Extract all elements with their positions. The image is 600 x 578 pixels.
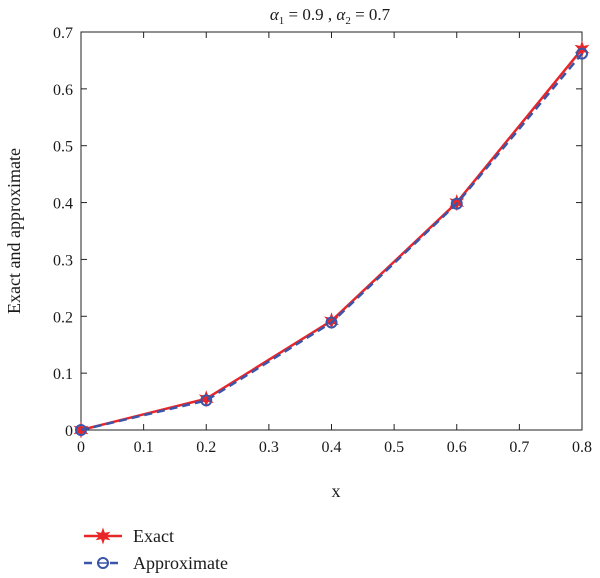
legend-marker-star [95,527,111,545]
x-tick-label: 0.6 [447,439,467,456]
data-point-approximate [450,197,463,210]
y-tick-label: 0.4 [53,196,73,213]
data-point-approximate [75,424,87,436]
legend-label-exact: Exact [133,526,174,546]
legend-entry-exact: Exact [84,526,174,546]
data-point-approximate [325,316,338,329]
x-tick-label: 0.5 [384,439,404,456]
legend-label-approximate: Approximate [133,553,228,573]
x-tick-label: 0.3 [259,439,279,456]
data-point-approximate [576,47,588,60]
y-tick-label: 0.3 [53,252,73,269]
x-tick-label: 0.2 [196,439,216,456]
x-tick-label: 0.8 [572,439,592,456]
x-axis-label: x [332,481,341,501]
x-tick-label: 0.1 [134,439,154,456]
chart-title: α1 = 0.9 , α2 = 0.7 [270,5,391,27]
series-layer [73,40,590,439]
y-axis-label: Exact and approximate [4,148,24,314]
x-tick-label: 0.7 [509,439,529,456]
y-tick-label: 0.5 [53,139,73,156]
y-tick-label: 0.2 [53,309,73,326]
series-line-approximate [80,52,583,432]
x-tick-label: 0.4 [322,439,342,456]
plot-frame [80,31,583,431]
x-tick-label: 0 [77,439,85,456]
y-tick-label: 0 [65,423,73,440]
y-tick-label: 0.1 [53,366,73,383]
legend: Exact Approximate [84,526,228,573]
x-axis-ticks: 0 0.1 0.2 0.3 0.4 0.5 0.6 0.7 0.8 [77,32,592,456]
legend-entry-approximate: Approximate [84,553,228,573]
y-axis-ticks: 0 0.1 0.2 0.3 0.4 0.5 0.6 0.7 [53,25,582,440]
y-tick-label: 0.7 [53,25,73,42]
series-line-exact [80,48,583,432]
y-tick-label: 0.6 [53,82,73,99]
data-point-approximate [200,394,213,407]
